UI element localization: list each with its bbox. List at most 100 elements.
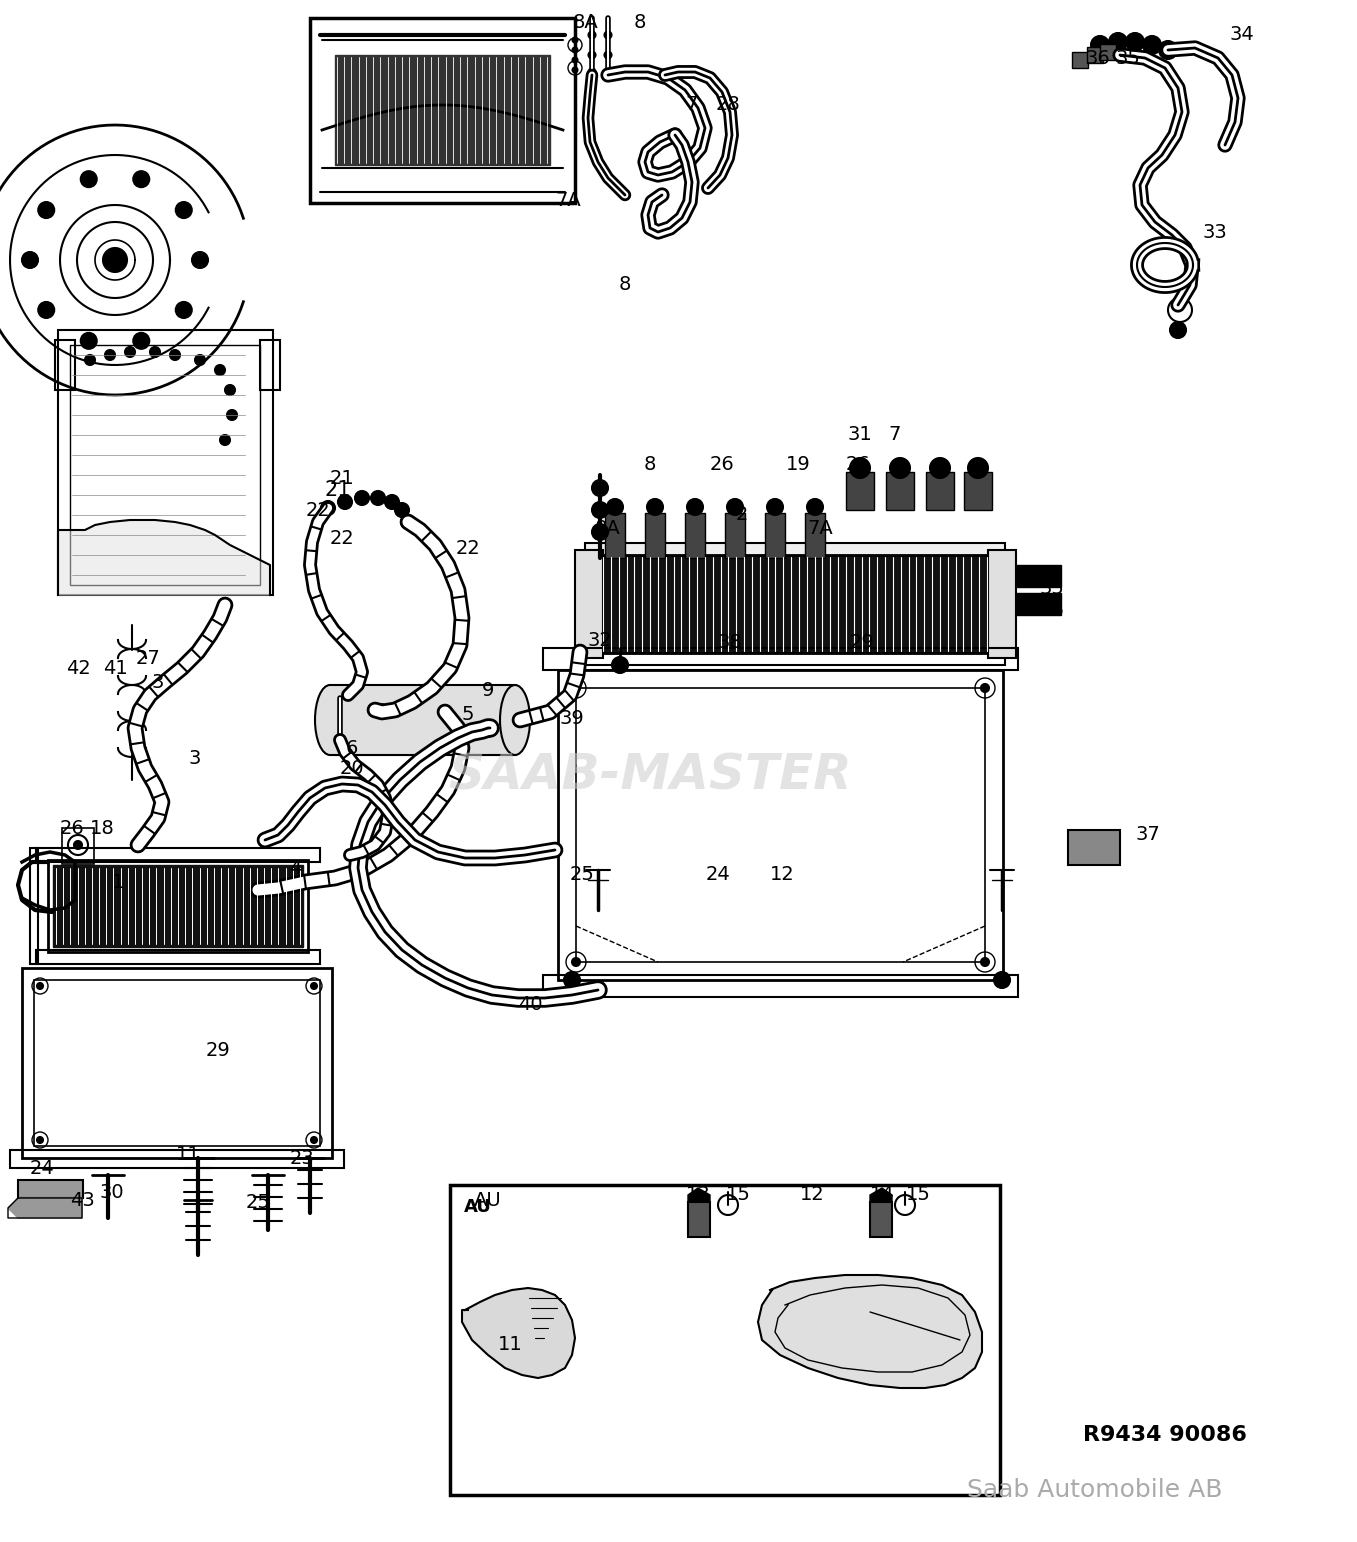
Bar [330, 685, 516, 756]
Bar [963, 472, 992, 510]
Circle shape [592, 480, 608, 497]
Circle shape [338, 495, 351, 509]
Circle shape [103, 248, 128, 271]
Circle shape [604, 68, 612, 76]
Circle shape [727, 500, 744, 515]
Bar [688, 1203, 710, 1237]
Text: SAAB-MASTER: SAAB-MASTER [448, 751, 852, 799]
Ellipse shape [499, 685, 531, 756]
Circle shape [807, 500, 822, 515]
Text: 7A: 7A [555, 191, 581, 210]
Text: 15: 15 [726, 1186, 750, 1204]
Bar [575, 688, 985, 962]
Bar [451, 1184, 1000, 1496]
Circle shape [38, 202, 54, 217]
Bar [605, 513, 626, 558]
Text: 2: 2 [735, 506, 748, 524]
Bar [261, 339, 280, 390]
Bar [685, 513, 706, 558]
Bar [30, 848, 38, 964]
Text: R9434 90086: R9434 90086 [1083, 1425, 1247, 1445]
Text: 36: 36 [1039, 600, 1064, 620]
Circle shape [80, 171, 96, 187]
Text: 40: 40 [517, 996, 543, 1015]
Bar [37, 950, 320, 964]
Polygon shape [461, 1288, 575, 1379]
Text: 8: 8 [643, 455, 657, 475]
Bar [645, 513, 665, 558]
Text: 13: 13 [685, 1186, 710, 1204]
Circle shape [227, 410, 237, 419]
Circle shape [573, 57, 578, 63]
Circle shape [573, 68, 578, 72]
Circle shape [767, 500, 783, 515]
Text: 25: 25 [246, 1192, 270, 1212]
Text: 30: 30 [99, 1183, 125, 1201]
Bar [47, 860, 308, 951]
Circle shape [573, 37, 578, 43]
Circle shape [1143, 35, 1162, 54]
Text: Saab Automobile AB: Saab Automobile AB [968, 1477, 1223, 1502]
Text: 3: 3 [152, 672, 164, 691]
Text: AU: AU [464, 1198, 493, 1217]
Bar [53, 865, 303, 947]
Text: 29: 29 [849, 632, 874, 652]
Circle shape [170, 350, 180, 359]
Text: 8A: 8A [596, 518, 622, 538]
Text: 4: 4 [289, 859, 301, 877]
Bar [543, 975, 1018, 998]
Circle shape [604, 31, 612, 39]
Text: 36: 36 [1086, 48, 1110, 68]
Text: 5: 5 [461, 706, 474, 725]
Circle shape [612, 657, 628, 672]
Text: 32: 32 [588, 631, 612, 649]
Circle shape [22, 251, 38, 268]
Circle shape [592, 524, 608, 540]
Bar [18, 1180, 83, 1198]
Text: 9: 9 [482, 680, 494, 700]
Bar [330, 685, 516, 756]
Text: 12: 12 [769, 865, 794, 885]
Text: 6: 6 [346, 739, 358, 757]
Circle shape [104, 350, 115, 359]
Circle shape [993, 971, 1010, 988]
Text: 24: 24 [706, 865, 730, 885]
Bar [58, 330, 273, 595]
Bar [309, 19, 575, 204]
Text: 1: 1 [111, 873, 125, 891]
Circle shape [37, 1136, 43, 1143]
Circle shape [930, 458, 950, 478]
Circle shape [604, 51, 612, 59]
Text: 31: 31 [848, 426, 873, 444]
Text: 8A: 8A [573, 12, 598, 31]
Circle shape [80, 333, 96, 348]
Circle shape [225, 386, 235, 395]
Text: 26: 26 [845, 455, 870, 475]
Circle shape [981, 685, 989, 692]
Bar [600, 555, 991, 652]
Text: 3: 3 [189, 748, 201, 768]
Text: 25: 25 [570, 865, 594, 885]
Text: 8: 8 [619, 276, 631, 295]
Text: 21: 21 [324, 480, 351, 500]
Circle shape [176, 202, 191, 217]
Text: 23: 23 [289, 1149, 315, 1167]
Circle shape [75, 840, 81, 850]
Polygon shape [8, 1198, 81, 1218]
Circle shape [968, 458, 988, 478]
Circle shape [589, 68, 596, 76]
Text: 33: 33 [1202, 222, 1227, 242]
Circle shape [573, 958, 579, 965]
Bar [9, 1150, 345, 1167]
Text: 28: 28 [715, 96, 741, 114]
Bar [575, 550, 603, 658]
Text: 12: 12 [799, 1186, 824, 1204]
Circle shape [133, 333, 149, 348]
Circle shape [607, 500, 623, 515]
Bar [585, 543, 1006, 558]
Circle shape [311, 982, 318, 988]
Circle shape [1091, 35, 1109, 54]
Bar [34, 981, 320, 1146]
Bar [600, 555, 991, 652]
Bar [1068, 830, 1120, 865]
